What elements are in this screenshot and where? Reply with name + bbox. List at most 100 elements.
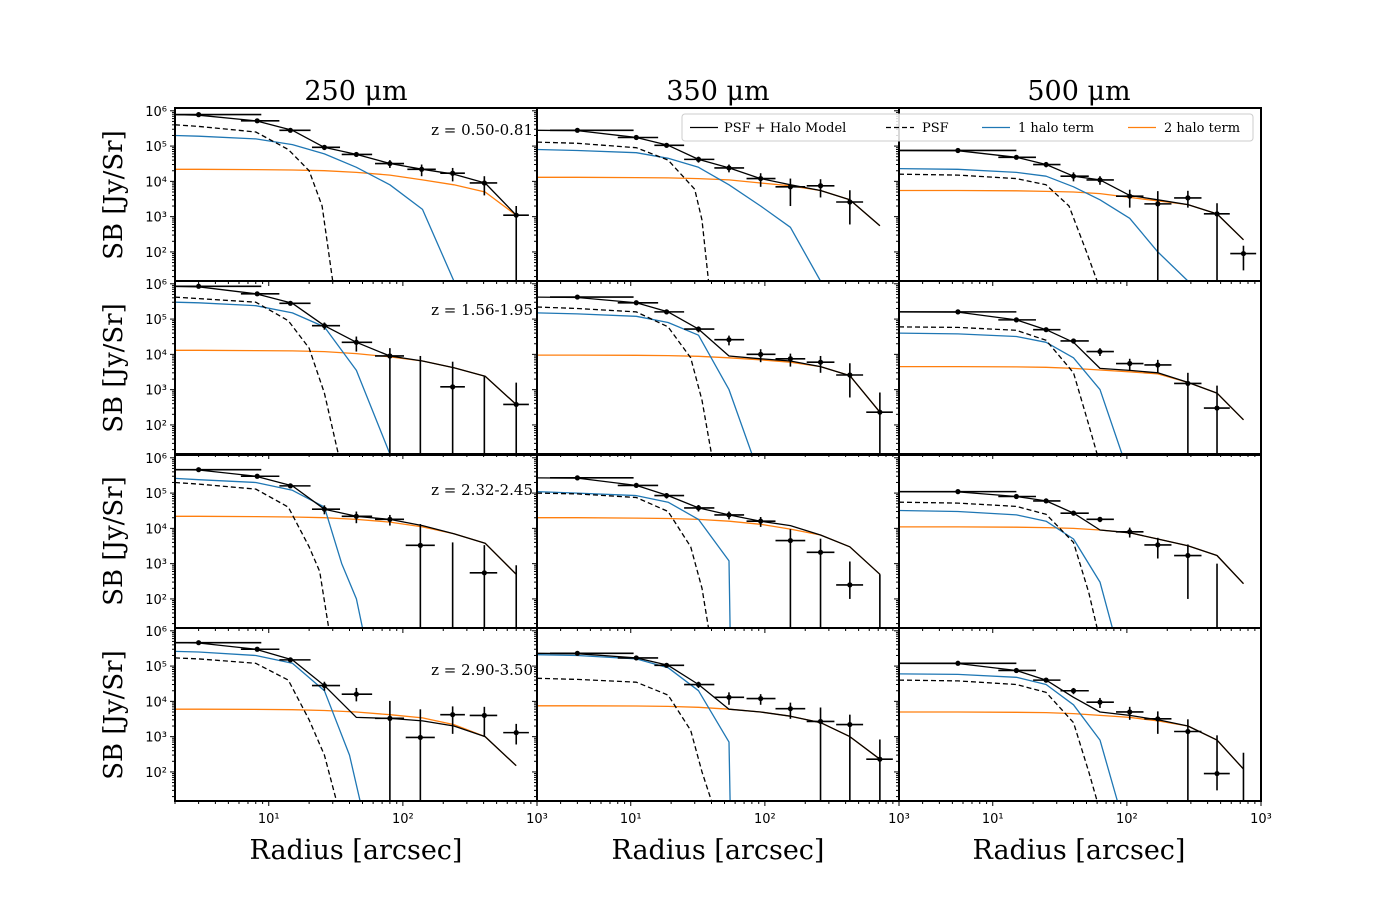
psf-line-r2c3 xyxy=(899,326,1098,454)
two-halo-line-r3c2 xyxy=(537,517,881,575)
data-point-r1c3-8 xyxy=(1174,190,1202,208)
one-halo-line-r3c3 xyxy=(899,509,1114,628)
data-point-r2c3-3 xyxy=(1033,327,1061,333)
panel-r3c1: 10² 10³ 10⁴ 10⁵ 10⁶ xyxy=(145,452,538,633)
ticks-r4c1 xyxy=(170,630,538,806)
one-halo-line-r2c1 xyxy=(175,301,423,454)
x-tick-label-r4c3-3: 10³ xyxy=(1250,812,1272,827)
data-point-r4c2-6 xyxy=(746,694,776,705)
data-point-r4c1-7 xyxy=(405,709,435,801)
data-point-r4c3-9 xyxy=(1203,735,1230,791)
data-point-r4c1-1 xyxy=(175,640,262,646)
data-point-r3c3-5 xyxy=(1086,516,1114,523)
y-tick-label-r3c1-4: 10⁵ xyxy=(145,487,167,502)
data-point-r1c1-10 xyxy=(503,206,529,281)
model-line-r2c2 xyxy=(537,296,881,413)
y-tick-label-r4c1-3: 10⁴ xyxy=(145,695,167,710)
y-tick-label-r2c1-1: 10² xyxy=(145,419,167,434)
data-point-r3c1-6 xyxy=(375,514,405,526)
plot-area-r2c1 xyxy=(175,283,529,454)
one-halo-line-r4c2 xyxy=(537,654,731,801)
y-tick-label-r2c1-4: 10⁵ xyxy=(145,313,167,328)
plot-area-r4c2 xyxy=(537,650,893,801)
data-point-r1c3-9 xyxy=(1203,203,1230,281)
psf-line-r3c1 xyxy=(175,481,330,628)
y-axis-label-row-2: SB [Jy/Sr] xyxy=(99,303,129,433)
plot-area-r1c1 xyxy=(175,112,529,281)
ticks-r3c2 xyxy=(532,457,900,633)
legend-label-one-halo: 1 halo term xyxy=(1018,121,1094,136)
legend-label-psf: PSF xyxy=(922,121,949,136)
data-point-r1c1-5 xyxy=(341,151,373,158)
plot-area-r2c3 xyxy=(899,309,1244,454)
y-tick-label-r4c1-4: 10⁵ xyxy=(145,660,167,675)
data-point-r3c2-8 xyxy=(806,538,835,628)
data-point-r4c1-10 xyxy=(503,723,529,745)
data-point-r3c1-3 xyxy=(279,483,311,489)
y-tick-label-r4c1-1: 10² xyxy=(145,766,167,781)
data-point-r3c3-2 xyxy=(998,493,1036,500)
data-point-r4c1-2 xyxy=(240,646,280,652)
panel-r4c3: 10¹ 10² 10³ xyxy=(894,627,1272,827)
data-point-r2c2-4 xyxy=(684,326,715,333)
data-point-r3c1-4 xyxy=(311,505,341,515)
ticks-r4c3 xyxy=(894,630,1262,806)
data-point-r3c3-7 xyxy=(1144,537,1172,559)
data-point-r4c3-7 xyxy=(1144,711,1172,734)
two-halo-line-r1c2 xyxy=(537,176,881,227)
data-point-r4c2-3 xyxy=(654,662,685,668)
data-point-r1c1-4 xyxy=(311,144,341,151)
data-point-r2c2-6 xyxy=(746,349,776,363)
y-tick-label-r4c1-5: 10⁶ xyxy=(145,625,167,640)
data-point-r2c2-2 xyxy=(617,300,659,306)
data-point-r1c2-8 xyxy=(806,179,835,198)
two-halo-line-r3c1 xyxy=(175,515,517,575)
two-halo-line-r4c2 xyxy=(537,705,881,760)
psf-line-r3c3 xyxy=(899,501,1098,628)
panel-frame-r3c3 xyxy=(898,454,1262,629)
x-tick-label-r4c2-2: 10² xyxy=(754,812,776,827)
data-point-r3c1-2 xyxy=(240,473,280,479)
data-point-r3c1-1 xyxy=(175,467,262,473)
y-axis-label-row-1: SB [Jy/Sr] xyxy=(99,130,129,260)
data-point-r4c1-5 xyxy=(341,687,373,702)
psf-line-r2c2 xyxy=(537,306,713,454)
panel-r2c3 xyxy=(894,280,1262,459)
data-point-r4c2-10 xyxy=(866,739,893,801)
data-point-r4c3-4 xyxy=(1060,687,1089,695)
one-halo-line-r1c2 xyxy=(537,148,822,281)
one-halo-line-r3c2 xyxy=(537,490,731,628)
model-line-r1c3 xyxy=(899,149,1244,241)
psf-line-r1c2 xyxy=(537,141,710,281)
model-line-r3c2 xyxy=(537,477,881,575)
model-line-r4c3 xyxy=(899,662,1244,770)
data-point-r4c3-2 xyxy=(998,667,1036,674)
data-point-r3c2-3 xyxy=(654,492,685,499)
y-tick-label-r2c1-3: 10⁴ xyxy=(145,348,167,363)
data-point-r1c2-9 xyxy=(836,190,864,225)
data-point-r3c2-4 xyxy=(684,504,715,512)
two-halo-line-r2c1 xyxy=(175,349,517,405)
data-point-r4c2-7 xyxy=(775,702,806,719)
two-halo-line-r2c3 xyxy=(899,365,1244,421)
panel-r2c2 xyxy=(532,280,900,459)
psf-line-r4c3 xyxy=(899,679,1098,801)
model-line-r4c2 xyxy=(537,652,881,760)
legend-label-model: PSF + Halo Model xyxy=(724,121,846,136)
psf-line-r3c2 xyxy=(537,492,710,628)
data-point-r4c2-8 xyxy=(806,707,835,801)
column-title-350: 350 μm xyxy=(666,76,769,107)
data-point-r4c2-4 xyxy=(684,681,715,688)
data-point-r2c2-9 xyxy=(836,363,864,398)
ticks-r4c2 xyxy=(532,630,900,806)
data-point-r2c3-2 xyxy=(998,317,1036,323)
data-point-r3c2-6 xyxy=(746,516,776,527)
data-point-r1c2-3 xyxy=(654,142,685,148)
data-point-r4c2-2 xyxy=(617,655,659,661)
data-point-r2c1-5 xyxy=(341,336,373,352)
data-point-r1c2-4 xyxy=(684,156,715,163)
data-point-r2c1-4 xyxy=(311,322,341,330)
panel-r3c3 xyxy=(894,454,1262,633)
plot-area-r4c1 xyxy=(175,640,529,801)
data-point-r1c2-1 xyxy=(549,127,634,133)
